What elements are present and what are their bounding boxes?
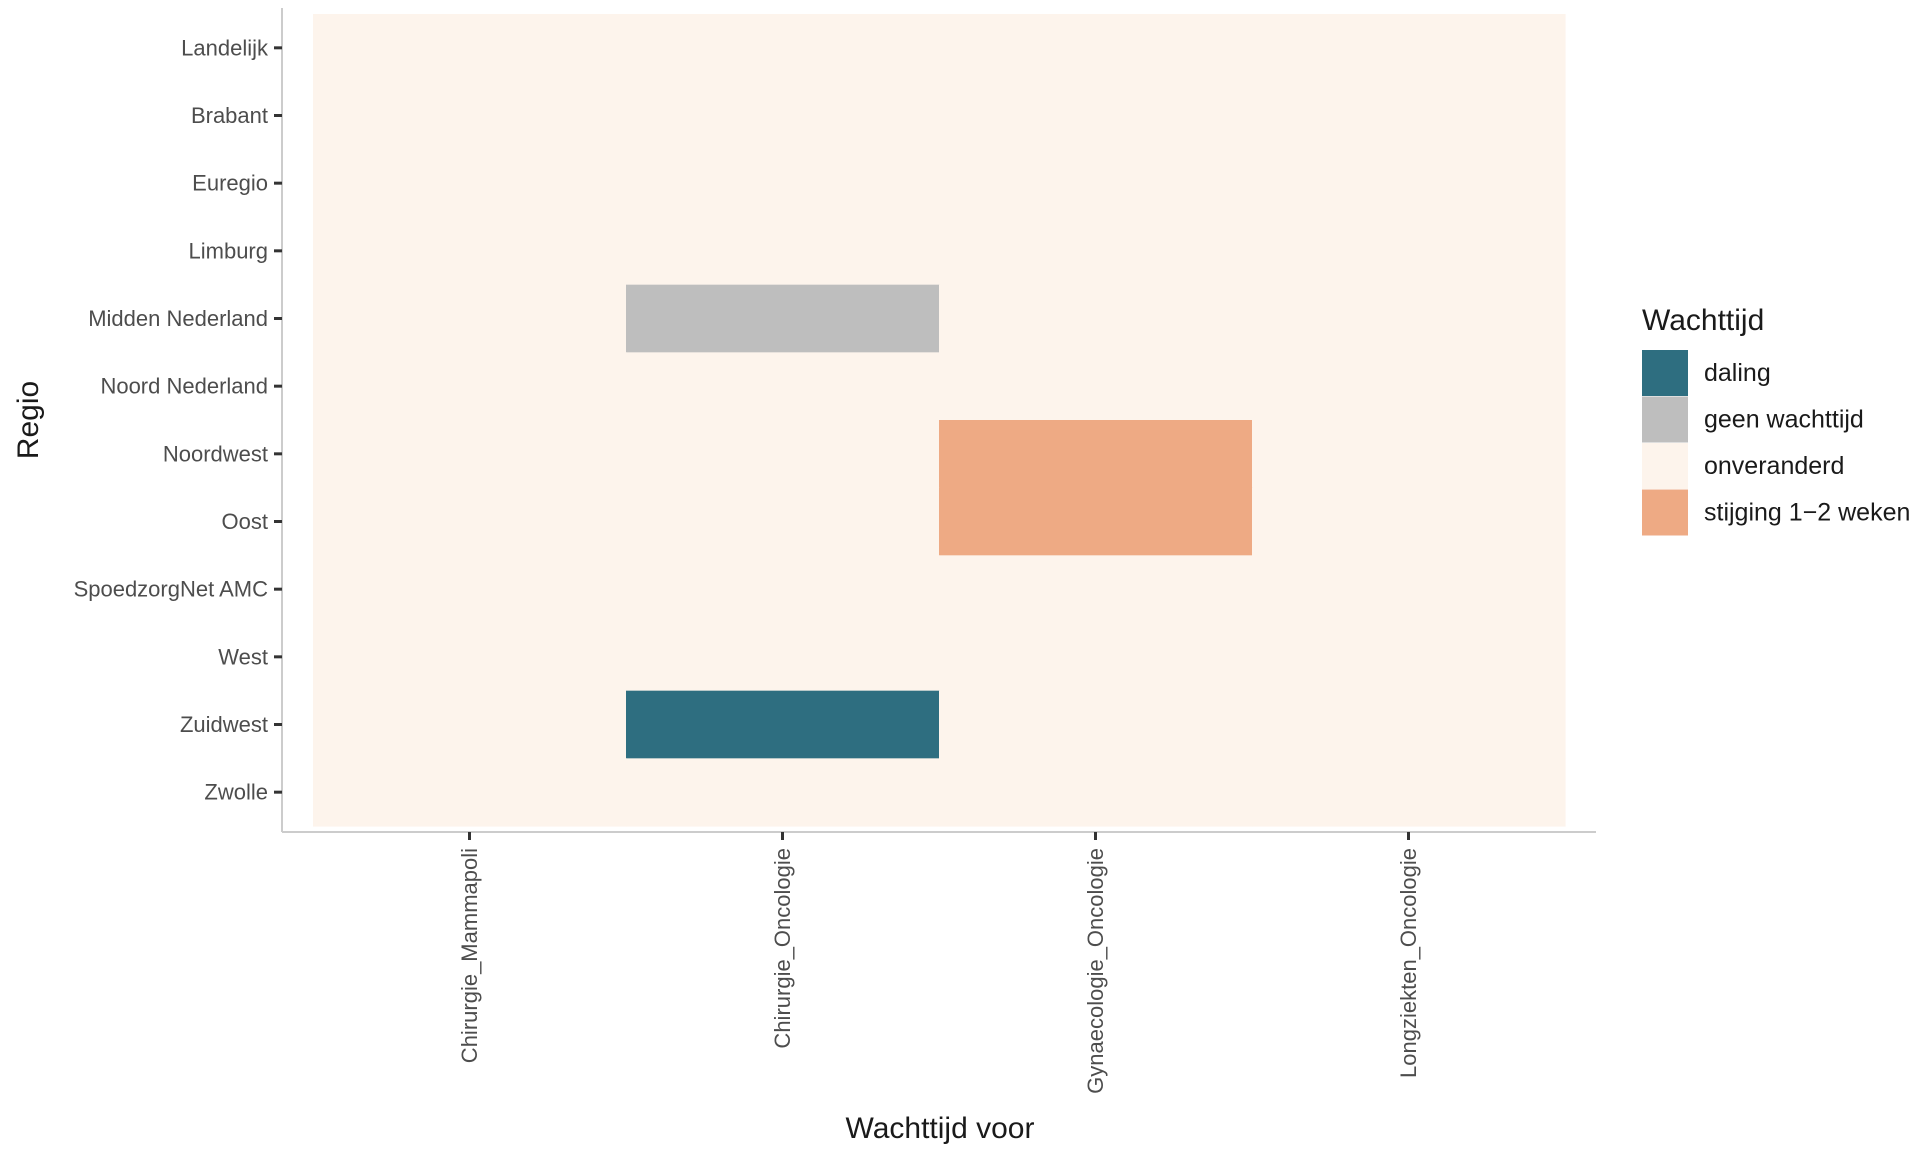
legend-label: onveranderd [1704, 452, 1844, 480]
heatmap-cell [313, 14, 627, 83]
heatmap-cell [1252, 14, 1566, 83]
heatmap-cell [313, 623, 627, 692]
heatmap-cell [626, 758, 940, 827]
y-tick-label: Noord Nederland [100, 374, 268, 399]
heatmap-cell [1252, 217, 1566, 286]
heatmap-cell [939, 690, 1253, 759]
legend-swatch [1642, 489, 1688, 536]
legend-title: Wachttijd [1642, 304, 1764, 337]
heatmap-cell [939, 284, 1253, 353]
heatmap-cell [1252, 352, 1566, 421]
x-tick-label: Chirurgie_Oncologie [770, 848, 795, 1049]
legend-swatch [1642, 350, 1688, 396]
legend-swatch [1642, 443, 1688, 489]
heatmap-cell [626, 352, 940, 421]
heatmap-cell [939, 352, 1253, 421]
y-tick-label: Brabant [191, 103, 268, 128]
heatmap-cell [1252, 758, 1566, 827]
y-tick-label: West [218, 644, 268, 669]
heatmap-cell [626, 14, 940, 83]
heatmap-cell [626, 217, 940, 286]
heatmap-cell [939, 149, 1253, 218]
heatmap-cell [1252, 420, 1566, 489]
heatmap-cell [939, 758, 1253, 827]
heatmap-cell [1252, 487, 1566, 556]
y-tick-label: Limburg [189, 238, 268, 263]
heatmap-cell [626, 690, 940, 759]
heatmap-cell [626, 81, 940, 150]
heatmap-cell [313, 284, 627, 353]
heatmap-cell [1252, 284, 1566, 353]
heatmap-cells [313, 14, 1566, 827]
legend-label: geen wachttijd [1704, 406, 1864, 434]
legend-swatch [1642, 396, 1688, 443]
heatmap-cell [939, 555, 1253, 624]
heatmap-cell [313, 81, 627, 150]
heatmap-cell [626, 555, 940, 624]
heatmap-cell [939, 487, 1253, 556]
x-axis-title: Wachttijd voor [846, 1112, 1035, 1145]
y-tick-label: Oost [222, 509, 268, 534]
legend: Wachttijd daling geen wachttijd onverander… [1642, 304, 1910, 536]
heatmap-cell [1252, 81, 1566, 150]
y-axis-ticks: Landelijk Brabant Euregio Limburg Midden Ned… [74, 35, 282, 805]
y-axis-title: Regio [12, 381, 45, 459]
heatmap-cell [939, 14, 1253, 83]
heatmap-cell [1252, 149, 1566, 218]
y-tick-label: Zuidwest [180, 712, 268, 737]
heatmap-cell [939, 623, 1253, 692]
heatmap-cell [313, 487, 627, 556]
x-tick-label: Longziekten_Oncologie [1396, 848, 1421, 1078]
legend-label: stijging 1−2 weken [1704, 499, 1910, 527]
heatmap-cell [626, 284, 940, 353]
y-tick-label: Landelijk [181, 35, 269, 60]
heatmap-cell [313, 690, 627, 759]
heatmap-cell [626, 420, 940, 489]
heatmap-cell [313, 758, 627, 827]
heatmap-cell [1252, 690, 1566, 759]
x-axis-ticks: Chirurgie_Mammapoli Chirurgie_Oncologie Gy… [457, 832, 1421, 1094]
heatmap-cell [1252, 623, 1566, 692]
heatmap-cell [939, 217, 1253, 286]
heatmap-cell [313, 420, 627, 489]
axes [281, 8, 1596, 833]
heatmap-cell [313, 217, 627, 286]
heatmap-cell [313, 555, 627, 624]
heatmap-cell [313, 149, 627, 218]
heatmap-cell [626, 623, 940, 692]
x-tick-label: Chirurgie_Mammapoli [457, 848, 482, 1063]
legend-label: daling [1704, 359, 1771, 387]
y-tick-label: Noordwest [163, 441, 268, 466]
y-tick-label: SpoedzorgNet AMC [74, 577, 269, 602]
heatmap-cell [939, 420, 1253, 489]
y-tick-label: Zwolle [204, 780, 268, 805]
heatmap-cell [939, 81, 1253, 150]
heatmap-cell [1252, 555, 1566, 624]
heatmap-cell [626, 487, 940, 556]
heatmap-cell [313, 352, 627, 421]
y-tick-label: Midden Nederland [88, 306, 268, 331]
x-tick-label: Gynaecologie_Oncologie [1083, 848, 1108, 1094]
heatmap-cell [626, 149, 940, 218]
y-tick-label: Euregio [192, 171, 268, 196]
